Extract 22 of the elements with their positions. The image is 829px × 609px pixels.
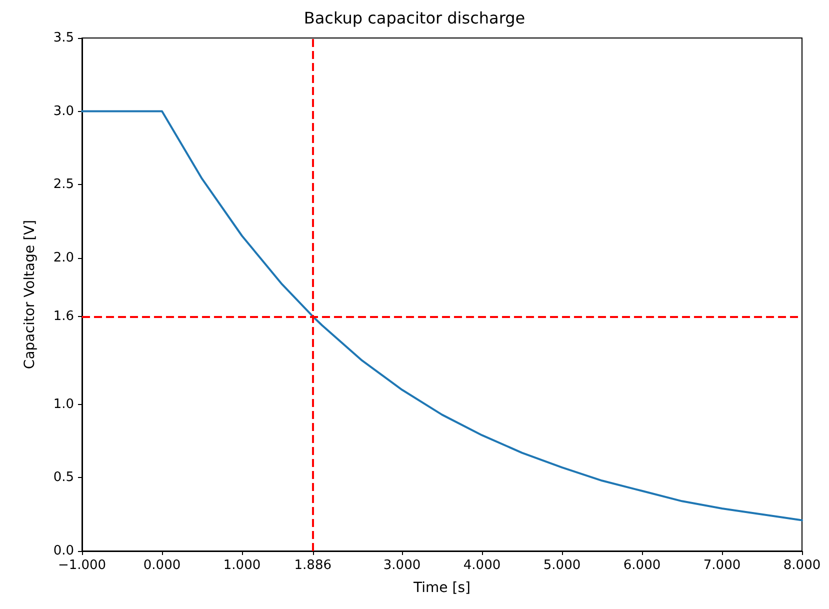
x-tick-label: 1.886	[294, 558, 332, 573]
x-tick-label: 3.000	[383, 558, 421, 573]
x-tick-label: 1.000	[223, 558, 261, 573]
x-tick-label: 4.000	[463, 558, 501, 573]
y-tick-label: 2.0	[53, 250, 74, 266]
y-tick-label: 2.5	[53, 177, 74, 192]
y-tick-label: 0.0	[53, 544, 74, 558]
y-tick-label: 0.5	[53, 470, 74, 486]
y-tick-label: 3.5	[53, 30, 74, 46]
chart-title: Backup capacitor discharge	[304, 8, 526, 28]
x-tick-label: −1.000	[58, 558, 106, 573]
line-series	[81, 110, 803, 522]
y-tick-label: 1.6	[53, 308, 74, 324]
x-tick-label: 0.000	[143, 558, 181, 573]
y-tick-label: 1.0	[53, 396, 74, 412]
x-tick-label: 5.000	[543, 558, 581, 573]
y-axis-title: Capacitor Voltage [V]	[22, 220, 38, 370]
x-tick-label: 7.000	[703, 558, 741, 573]
y-tick-label: 3.0	[53, 104, 74, 119]
x-tick-label: 6.000	[623, 558, 661, 573]
x-axis-title: Time [s]	[412, 580, 470, 596]
x-tick-label: 8.000	[783, 558, 821, 573]
